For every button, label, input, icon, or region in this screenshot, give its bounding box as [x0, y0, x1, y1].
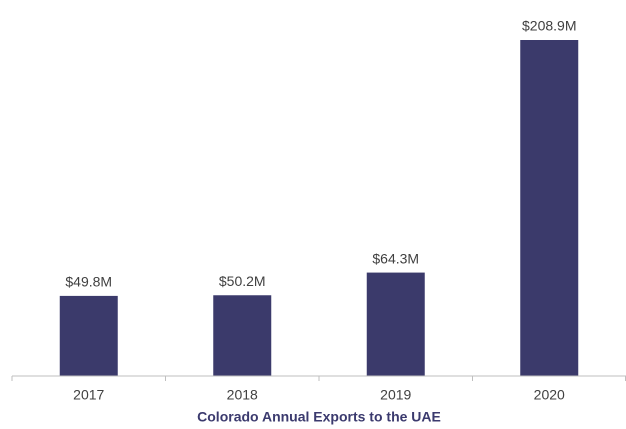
value-label: $49.8M: [65, 274, 112, 290]
bar: [366, 272, 425, 376]
x-tick-label: 2018: [227, 387, 258, 403]
x-tick-label: 2019: [380, 387, 411, 403]
value-label: $208.9M: [522, 18, 576, 34]
bar: [520, 40, 579, 376]
x-tick-label: 2017: [73, 387, 104, 403]
chart-title: Colorado Annual Exports to the UAE: [197, 409, 441, 425]
value-label: $50.2M: [219, 273, 266, 289]
x-tick-label: 2020: [534, 387, 565, 403]
bar: [213, 295, 272, 376]
bar: [59, 295, 118, 376]
value-label: $64.3M: [372, 250, 419, 266]
